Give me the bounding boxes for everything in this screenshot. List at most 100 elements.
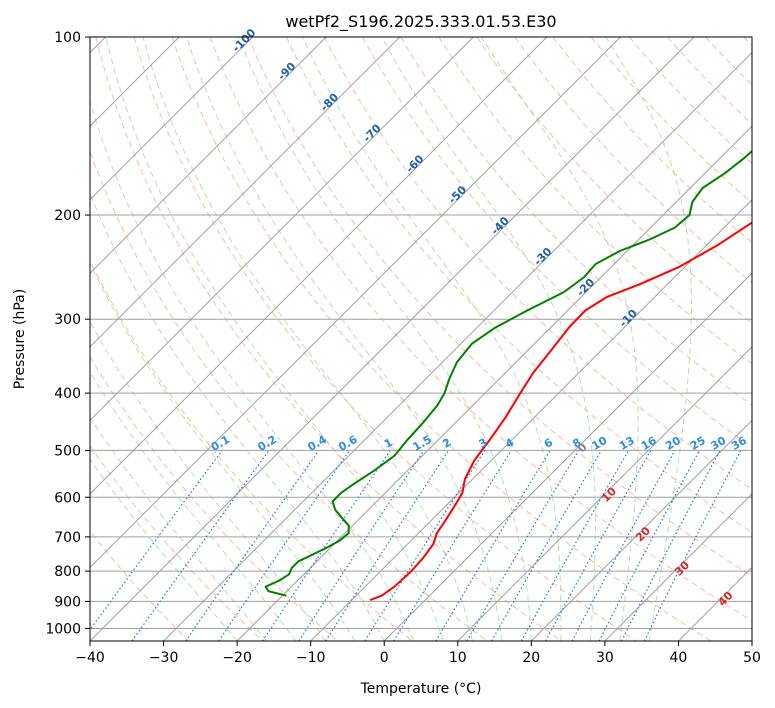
moist-adiabat: [481, 37, 639, 641]
moist-adiabat: [90, 371, 297, 641]
mixing-ratio-line: [261, 450, 391, 641]
x-tick-label: −10: [296, 650, 326, 666]
y-tick-label: 800: [54, 564, 81, 580]
isotherm-label: -80: [318, 90, 341, 113]
isotherm: [90, 37, 621, 569]
dry-adiabat: [171, 37, 712, 641]
isotherm-label: -40: [489, 214, 512, 237]
x-axis-label: Temperature (°C): [360, 681, 482, 697]
dry-adiabat: [552, 37, 752, 244]
dry-adiabat: [705, 37, 752, 86]
mixing-ratio-line: [598, 450, 701, 641]
temperature-profile-line: [369, 221, 752, 601]
dry-adiabat: [628, 37, 752, 165]
isotherm: [90, 37, 401, 348]
dry-adiabat: [133, 37, 637, 641]
moist-adiabat: [90, 416, 267, 641]
moist-adiabat: [302, 37, 562, 641]
x-tick-label: 40: [669, 650, 687, 666]
moist-adiabat: [90, 320, 326, 641]
dry-adiabat: [590, 37, 752, 204]
mixing-ratio-line: [298, 450, 425, 641]
mixing-ratio-line: [393, 450, 512, 641]
y-tick-label: 100: [54, 30, 81, 46]
moist-adiabat: [90, 262, 356, 641]
isotherm: [383, 272, 752, 641]
x-tick-label: 20: [522, 650, 540, 666]
moist-adiabat-label: 30: [672, 558, 692, 578]
mixing-ratio-label: 4: [503, 436, 516, 451]
mixing-ratio-line: [545, 450, 652, 641]
y-tick-label: 500: [54, 443, 81, 459]
isotherm: [90, 37, 254, 201]
dry-adiabat: [90, 150, 488, 641]
mixing-ratio-line: [364, 450, 486, 641]
isotherm-label: -70: [361, 121, 384, 144]
y-tick-label: 1000: [45, 622, 81, 638]
isotherm: [90, 37, 548, 495]
mixing-ratio-line: [218, 450, 351, 641]
isopleth-labels: 0.1 0.2 0.4 0.6 1 1.5 2 3 4 6 8 10 13 16 20 25 30 36-100-…: [209, 26, 749, 609]
isotherm: [457, 346, 752, 641]
data-series: [264, 149, 752, 601]
mixing-ratio-line: [185, 450, 320, 641]
mixing-ratio-line: [571, 450, 676, 641]
dewpoint-profile-line: [264, 149, 752, 597]
isotherm: [751, 640, 752, 641]
moist-adiabat: [238, 37, 532, 641]
x-tick-label: 30: [596, 650, 614, 666]
mixing-ratio-line: [643, 450, 742, 641]
dry-adiabat: [400, 37, 752, 406]
x-tick-label: −30: [149, 650, 179, 666]
isotherm: [90, 37, 474, 422]
isotherm-label: -50: [446, 183, 469, 206]
moist-adiabat: [142, 37, 473, 641]
y-axis-label: Pressure (hPa): [12, 289, 28, 389]
isotherm: [90, 37, 695, 641]
isotherm: [90, 37, 327, 274]
mixing-ratio-label: 6: [542, 436, 555, 451]
isotherm: [604, 493, 752, 641]
grid-lines: [90, 37, 752, 641]
dry-adiabat: [438, 37, 752, 365]
x-tick-label: 10: [449, 650, 467, 666]
x-tick-label: 0: [380, 650, 389, 666]
moist-adiabat: [105, 37, 444, 641]
isotherm: [310, 198, 752, 641]
dry-adiabat: [209, 37, 752, 622]
moist-adiabat-label: 10: [599, 485, 619, 505]
dry-adiabat: [90, 259, 413, 641]
dry-adiabat: [95, 37, 562, 641]
y-tick-label: 400: [54, 386, 81, 402]
axis-ticks: −40 −30 −20 −10 0 10 20 30 40 50 100 200 300 400 500 60…: [45, 30, 761, 666]
dry-adiabat: [90, 444, 264, 641]
moist-adiabat-label: 40: [716, 589, 736, 609]
y-tick-label: 300: [54, 312, 81, 328]
dry-adiabat: [247, 37, 752, 577]
isotherm: [236, 125, 752, 641]
y-tick-label: 900: [54, 594, 81, 610]
moist-adiabat: [90, 192, 385, 641]
mixing-ratio-line: [466, 450, 580, 641]
moist-adiabat: [90, 100, 415, 641]
x-tick-label: −20: [222, 650, 252, 666]
isotherm: [530, 419, 752, 641]
isotherm: [678, 566, 752, 641]
mixing-ratio-line: [325, 450, 450, 641]
y-tick-label: 600: [54, 490, 81, 506]
dry-adiabat: [476, 37, 752, 324]
mixing-ratio-line: [90, 450, 223, 631]
dry-adiabat: [743, 37, 752, 47]
moist-adiabat: [90, 458, 238, 641]
plot-frame: [89, 36, 753, 642]
moist-adiabat: [605, 37, 692, 641]
chart-title: wetPf2_S196.2025.333.01.53.E30: [285, 12, 556, 32]
mixing-ratio-line: [131, 450, 270, 641]
isotherm-label: -20: [574, 276, 597, 299]
isotherm-label: -60: [403, 152, 426, 175]
dry-adiabat: [667, 37, 752, 125]
mixing-ratio-line: [520, 450, 630, 641]
mixing-ratio-label: 2: [440, 436, 453, 451]
y-tick-label: 200: [54, 208, 81, 224]
